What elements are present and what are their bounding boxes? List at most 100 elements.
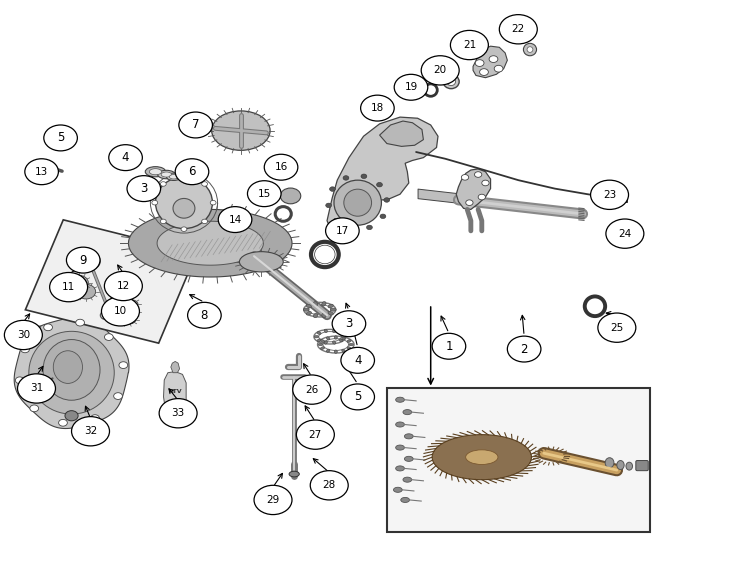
Ellipse shape	[393, 487, 402, 492]
Ellipse shape	[334, 180, 381, 225]
Circle shape	[432, 333, 466, 359]
Text: 30: 30	[17, 330, 30, 340]
Circle shape	[333, 218, 339, 223]
Ellipse shape	[404, 434, 413, 439]
Ellipse shape	[306, 311, 312, 315]
Text: 28: 28	[323, 480, 336, 490]
Ellipse shape	[617, 461, 624, 470]
Circle shape	[18, 374, 55, 403]
Circle shape	[127, 176, 161, 202]
Bar	[612, 195, 627, 202]
Circle shape	[91, 415, 99, 422]
Ellipse shape	[342, 349, 345, 352]
Circle shape	[377, 182, 383, 187]
Circle shape	[30, 405, 39, 412]
Polygon shape	[380, 121, 423, 146]
Ellipse shape	[289, 471, 299, 477]
Ellipse shape	[403, 410, 412, 414]
Circle shape	[421, 56, 459, 85]
Circle shape	[161, 182, 166, 186]
Ellipse shape	[326, 337, 330, 340]
Ellipse shape	[122, 300, 138, 309]
Ellipse shape	[322, 302, 326, 306]
Circle shape	[341, 384, 374, 410]
Circle shape	[58, 419, 67, 426]
Circle shape	[366, 225, 372, 230]
Circle shape	[499, 15, 537, 44]
Ellipse shape	[333, 329, 336, 333]
Text: 6: 6	[188, 165, 196, 178]
Circle shape	[384, 198, 390, 202]
Ellipse shape	[466, 450, 498, 464]
FancyBboxPatch shape	[636, 461, 648, 471]
Ellipse shape	[313, 313, 318, 318]
Bar	[387, 388, 650, 532]
Circle shape	[66, 247, 100, 273]
Text: 7: 7	[192, 118, 199, 132]
Text: 12: 12	[117, 281, 130, 291]
Ellipse shape	[169, 175, 178, 179]
Polygon shape	[473, 46, 507, 78]
Circle shape	[69, 275, 88, 290]
Circle shape	[293, 375, 331, 404]
Text: 14: 14	[228, 215, 242, 225]
Circle shape	[201, 182, 207, 186]
Circle shape	[101, 297, 139, 326]
Text: 20: 20	[434, 65, 447, 75]
Text: 22: 22	[512, 24, 525, 34]
Ellipse shape	[320, 339, 325, 342]
Circle shape	[598, 313, 636, 342]
Circle shape	[181, 227, 187, 231]
Ellipse shape	[334, 336, 337, 339]
Circle shape	[507, 336, 541, 362]
Ellipse shape	[120, 315, 136, 324]
Text: 13: 13	[35, 167, 48, 177]
Circle shape	[20, 346, 29, 353]
Circle shape	[341, 347, 374, 373]
Text: 27: 27	[309, 430, 322, 440]
Ellipse shape	[317, 339, 321, 342]
Ellipse shape	[111, 282, 126, 292]
Circle shape	[77, 284, 96, 299]
Circle shape	[201, 219, 207, 224]
Text: 3: 3	[140, 182, 147, 195]
Circle shape	[264, 154, 298, 180]
Circle shape	[326, 203, 331, 208]
Ellipse shape	[324, 341, 327, 344]
Polygon shape	[456, 169, 491, 209]
Ellipse shape	[315, 245, 335, 263]
Circle shape	[450, 30, 488, 60]
Text: 10: 10	[114, 306, 127, 316]
Ellipse shape	[122, 308, 138, 317]
Circle shape	[329, 187, 335, 191]
Ellipse shape	[401, 498, 410, 502]
Circle shape	[326, 218, 359, 244]
Ellipse shape	[315, 336, 319, 338]
Ellipse shape	[43, 339, 100, 400]
Circle shape	[39, 382, 48, 388]
Circle shape	[474, 172, 482, 177]
Ellipse shape	[239, 252, 283, 272]
Ellipse shape	[53, 351, 82, 383]
Circle shape	[361, 174, 367, 178]
Circle shape	[480, 69, 488, 75]
Ellipse shape	[173, 198, 195, 218]
Ellipse shape	[161, 172, 172, 177]
Circle shape	[310, 471, 348, 500]
Circle shape	[20, 327, 28, 332]
Ellipse shape	[443, 74, 459, 88]
Polygon shape	[128, 209, 292, 277]
Text: 9: 9	[80, 253, 87, 267]
Circle shape	[114, 392, 123, 399]
Circle shape	[482, 180, 489, 186]
Circle shape	[280, 188, 301, 204]
Circle shape	[343, 176, 349, 180]
Ellipse shape	[396, 466, 404, 471]
Circle shape	[591, 180, 629, 209]
Text: 4: 4	[122, 151, 129, 164]
Ellipse shape	[404, 456, 413, 462]
Circle shape	[494, 65, 503, 72]
Circle shape	[210, 200, 216, 205]
Ellipse shape	[349, 343, 353, 346]
Text: 17: 17	[336, 226, 349, 236]
